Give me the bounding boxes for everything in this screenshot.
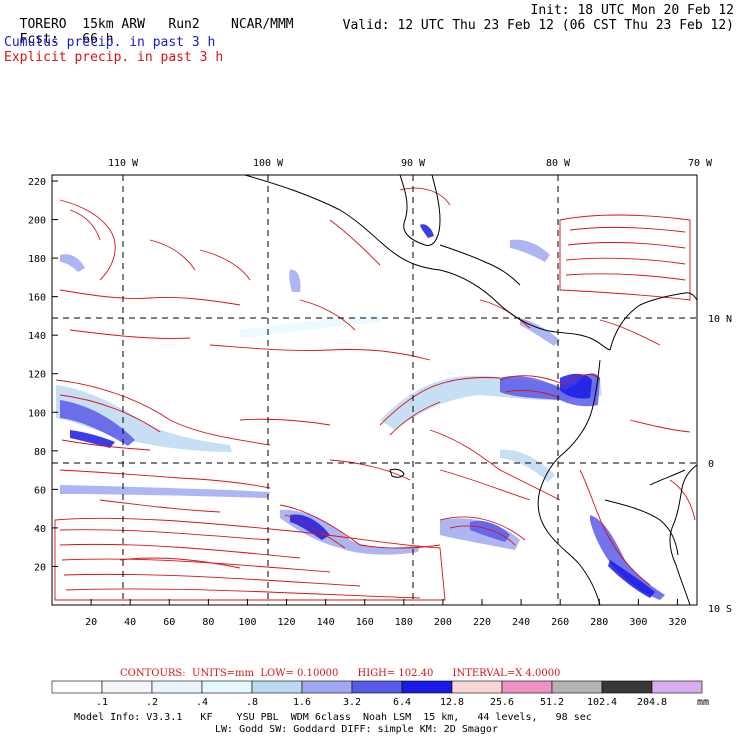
y-tick-label: 140 xyxy=(28,331,46,342)
colorbar-swatch xyxy=(151,680,203,694)
colorbar-unit: mm xyxy=(697,697,710,708)
y-tick-label: 20 xyxy=(34,562,46,573)
explicit-precip-contours xyxy=(54,187,696,601)
y-tick-label: 60 xyxy=(34,485,46,496)
colorbar-swatch xyxy=(101,680,153,694)
longitude-label: 80 W xyxy=(546,158,571,169)
longitude-label: 90 W xyxy=(401,158,426,169)
model-run: Run2 xyxy=(168,17,200,32)
contour-units: UNITS=mm xyxy=(192,668,255,679)
y-tick-label: 200 xyxy=(28,216,46,227)
colorbar-label: 25.6 xyxy=(489,697,515,708)
y-tick-label: 100 xyxy=(28,408,46,419)
coastlines xyxy=(244,175,697,605)
colorbar-swatch xyxy=(551,680,603,694)
forecast-value: 66 h xyxy=(82,32,114,47)
colorbar-label: .2 xyxy=(145,697,159,708)
colorbar-swatch xyxy=(601,680,653,694)
y-tick-label: 160 xyxy=(28,293,46,304)
model-name: TORERO xyxy=(19,17,67,32)
longitude-label: 110 W xyxy=(108,158,139,169)
y-tick-label: 120 xyxy=(28,370,46,381)
x-tick-label: 200 xyxy=(434,617,452,628)
header-line-1: TORERO 15km ARW Run2 NCAR/MMM xyxy=(4,4,294,32)
model-info-line-2: LW: Godd SW: Goddard DIFF: simple KM: 2D… xyxy=(215,724,498,735)
colorbar-label: 1.6 xyxy=(292,697,312,708)
y-tick-label: 80 xyxy=(34,447,46,458)
colorbar-swatch xyxy=(351,680,403,694)
colorbar-label: .8 xyxy=(245,697,259,708)
colorbar-label: 204.8 xyxy=(636,697,668,708)
colorbar-swatch xyxy=(451,680,503,694)
latitude-label: 10 S xyxy=(708,604,732,615)
x-tick-label: 260 xyxy=(551,617,569,628)
contour-info: CONTOURS: UNITS=mm LOW= 0.10000 HIGH= 10… xyxy=(120,668,560,679)
valid-time: Valid: 12 UTC Thu 23 Feb 12 (06 CST Thu … xyxy=(342,18,734,33)
x-tick-label: 280 xyxy=(590,617,608,628)
colorbar xyxy=(51,680,703,694)
x-tick-label: 120 xyxy=(278,617,296,628)
colorbar-label: .1 xyxy=(95,697,109,708)
x-tick-label: 140 xyxy=(317,617,335,628)
contour-low: LOW= 0.10000 xyxy=(260,668,339,679)
colorbar-label: 102.4 xyxy=(586,697,618,708)
y-axis: 220 200 180 160 140 120 100 80 60 40 20 xyxy=(28,177,58,573)
longitude-label: 70 W xyxy=(688,158,713,169)
colorbar-label: 51.2 xyxy=(539,697,565,708)
x-tick-label: 300 xyxy=(629,617,647,628)
colorbar-label: .4 xyxy=(195,697,209,708)
colorbar-label: 12.8 xyxy=(439,697,465,708)
x-tick-label: 20 xyxy=(85,617,97,628)
y-tick-label: 220 xyxy=(28,177,46,188)
colorbar-swatch xyxy=(301,680,353,694)
x-tick-label: 100 xyxy=(238,617,256,628)
contour-prefix: CONTOURS: xyxy=(120,668,186,679)
cumulus-legend: Cumulus precip. in past 3 h xyxy=(4,35,216,50)
x-tick-label: 40 xyxy=(124,617,136,628)
model-info-line-1: Model Info: V3.3.1 KF YSU PBL WDM 6class… xyxy=(74,712,592,723)
y-tick-label: 180 xyxy=(28,254,46,265)
colorbar-swatch xyxy=(201,680,253,694)
contour-high: HIGH= 102.40 xyxy=(357,668,434,679)
model-org: NCAR/MMM xyxy=(231,17,294,32)
forecast-label: Fcst: xyxy=(19,32,59,47)
colorbar-label: 6.4 xyxy=(392,697,412,708)
y-tick-label: 40 xyxy=(34,524,46,535)
colorbar-swatch xyxy=(251,680,303,694)
contour-interval: INTERVAL=X 4.0000 xyxy=(452,668,561,679)
x-axis: 20 40 60 80 100 120 140 160 180 200 220 240 260 280 30… xyxy=(85,599,686,628)
colorbar-swatch xyxy=(501,680,553,694)
longitude-labels: 110 W 100 W 90 W 80 W 70 W xyxy=(108,158,713,169)
model-resolution: 15km ARW xyxy=(82,17,145,32)
latitude-label: 10 N xyxy=(708,314,732,325)
x-tick-label: 240 xyxy=(512,617,530,628)
map-frame xyxy=(51,174,698,606)
longitude-label: 100 W xyxy=(253,158,284,169)
x-tick-label: 220 xyxy=(473,617,491,628)
x-tick-label: 320 xyxy=(668,617,686,628)
forecast-hour: Fcst: 66 h xyxy=(4,19,114,47)
x-tick-label: 180 xyxy=(395,617,413,628)
x-tick-label: 60 xyxy=(163,617,175,628)
explicit-legend: Explicit precip. in past 3 h xyxy=(4,50,224,65)
x-tick-label: 80 xyxy=(202,617,214,628)
latlon-grid xyxy=(52,175,697,605)
colorbar-swatch xyxy=(51,680,103,694)
init-time: Init: 18 UTC Mon 20 Feb 12 xyxy=(530,3,735,18)
colorbar-swatch xyxy=(651,680,703,694)
x-tick-label: 160 xyxy=(356,617,374,628)
latitude-labels: 10 N 0 10 S xyxy=(708,314,732,615)
latitude-label: 0 xyxy=(708,459,714,470)
colorbar-label: 3.2 xyxy=(342,697,362,708)
colorbar-swatch xyxy=(401,680,453,694)
